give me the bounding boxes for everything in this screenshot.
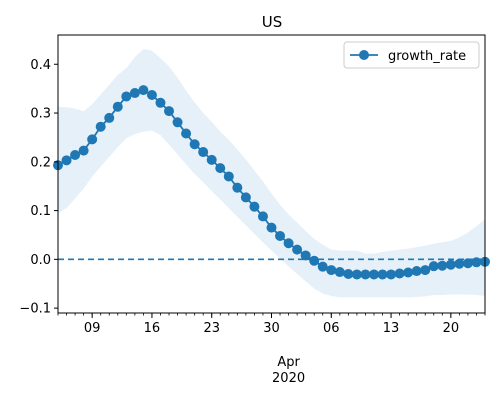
data-point [437,260,448,271]
data-point [70,149,81,160]
data-point [300,250,311,261]
y-tick-label: −0.1 [19,302,51,317]
data-point [292,244,303,255]
x-tick-label: 06 [323,321,340,336]
data-point [309,255,320,266]
data-point [428,261,439,272]
data-point [95,121,106,132]
x-tick-label: 23 [203,321,220,336]
x-tick-label: 16 [144,321,161,336]
confidence-band [58,49,485,298]
data-point [257,211,268,222]
data-point [155,97,166,108]
data-point [121,91,132,102]
data-point [326,265,337,276]
data-point [454,258,465,269]
y-tick-label: 0.4 [30,58,51,73]
data-point [172,117,183,128]
data-point [403,267,414,278]
data-point [249,201,260,212]
data-point [368,269,379,280]
data-point [420,265,431,276]
x-tick-label: 09 [84,321,101,336]
data-point [275,230,286,241]
data-point [78,145,89,156]
chart-title: US [262,13,283,31]
x-tick-label: 13 [383,321,400,336]
data-point [215,163,226,174]
x-year-label: 2020 [272,371,305,386]
data-point [240,192,251,203]
legend-box [343,41,480,69]
data-point [471,257,482,268]
plot-area [53,49,490,298]
data-point [394,268,405,279]
data-point [112,101,123,112]
data-point [164,106,175,117]
data-point [189,139,200,150]
x-tick-label: 20 [443,321,460,336]
data-point [138,85,149,96]
y-tick-label: 0.1 [30,204,51,219]
data-point [87,134,98,145]
data-point [386,269,397,280]
data-point [351,269,362,280]
data-point [334,267,345,278]
data-point [104,112,115,123]
legend-point-marker [359,50,369,60]
legend-entry-growth-rate: growth_rate [388,49,466,64]
data-point [181,128,192,139]
data-point [206,154,217,165]
data-point [411,266,422,277]
data-point [283,238,294,249]
x-month-label: Apr [277,355,300,370]
data-point [232,182,243,193]
data-point [266,222,277,233]
data-point [360,269,371,280]
data-point [343,268,354,279]
y-tick-label: 0.3 [30,107,51,122]
legend: growth_rate [343,41,480,69]
y-tick-label: 0.2 [30,155,51,170]
data-point [146,89,157,100]
data-point [445,259,456,270]
data-point [198,147,209,158]
data-point [377,269,388,280]
data-point [61,155,72,166]
data-point [462,258,473,269]
data-point [223,171,234,182]
y-tick-label: 0.0 [30,253,51,268]
x-tick-label: 30 [263,321,280,336]
data-point [317,261,328,272]
data-point [129,88,140,99]
